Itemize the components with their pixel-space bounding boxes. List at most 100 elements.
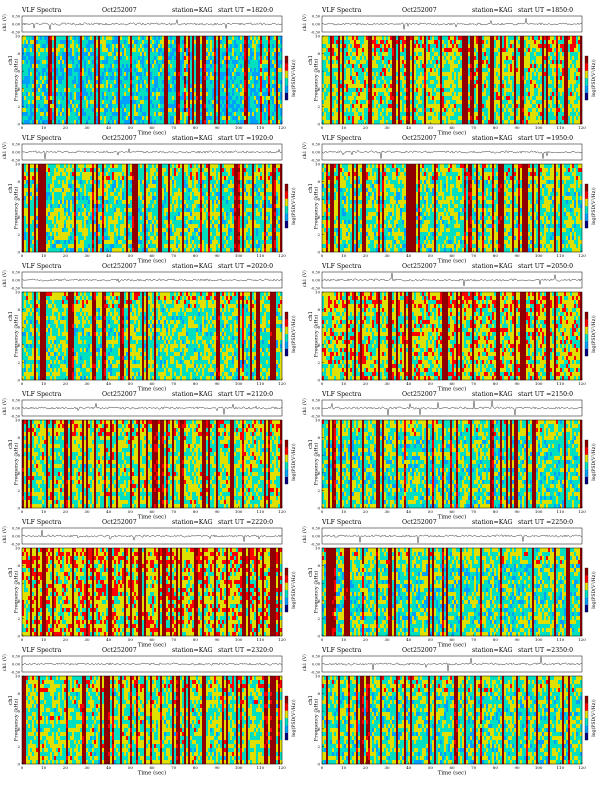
spectrogram-cell (128, 92, 131, 97)
spectrogram-cell (256, 40, 259, 45)
spectrogram-cell (72, 104, 75, 109)
spectrogram-cell (374, 76, 377, 81)
spectrogram-cell (450, 36, 453, 41)
spectrogram-cell (154, 100, 157, 105)
spectrogram-cell (240, 68, 243, 73)
spectrogram-cell (498, 88, 501, 93)
spectrogram-cell (380, 68, 383, 73)
spectrogram-cell (200, 116, 203, 121)
spectrogram-cell (98, 72, 101, 77)
spectrogram-cell (208, 84, 211, 89)
spectrogram-cell (376, 104, 379, 109)
spectrogram-cell (152, 104, 155, 109)
spectrogram-cell (118, 76, 121, 81)
spectrogram-cell (348, 108, 351, 113)
spectrogram-cell (140, 48, 143, 53)
spectrogram-cell (466, 100, 469, 105)
spectrogram-cell (430, 84, 433, 89)
spectrogram-cell (368, 120, 371, 125)
spectrogram-cell (156, 104, 159, 109)
spectrogram-cell (448, 64, 451, 69)
spectrogram-cell (120, 120, 123, 125)
spectrogram-cell (172, 64, 175, 69)
spectrogram-cell (192, 56, 195, 61)
spectrogram-cell (44, 84, 47, 89)
spectrogram-cell (508, 36, 511, 41)
spectrogram-cell (506, 116, 509, 121)
spectrogram-cell (148, 64, 151, 69)
spectrogram-cell (326, 48, 329, 53)
spectrogram-cell (334, 44, 337, 49)
spectrogram-cell (270, 40, 273, 45)
spectrogram-cell (338, 56, 341, 61)
spectrogram-cell (488, 104, 491, 109)
spectrogram-cell (280, 92, 283, 97)
spectrogram-cell (140, 96, 143, 101)
spectrogram-cell (52, 48, 55, 53)
spectrogram-cell (460, 60, 463, 65)
spectrogram-cell (118, 36, 121, 41)
spectrogram-cell (94, 56, 97, 61)
spectrogram-cell (424, 44, 427, 49)
spectrogram-cell (400, 56, 403, 61)
spectrogram-cell (374, 64, 377, 69)
spectrogram-cell (350, 100, 353, 105)
spectrogram-cell (372, 44, 375, 49)
spectrogram-cell (172, 56, 175, 61)
spectrogram-cell (482, 72, 485, 77)
spectrogram-cell (478, 68, 481, 73)
spectrogram-cell (438, 44, 441, 49)
spectrogram-cell (354, 88, 357, 93)
spectrogram-cell (212, 72, 215, 77)
spectrogram-cell (426, 104, 429, 109)
spectrogram-cell (382, 36, 385, 41)
spectrogram-cell (40, 120, 43, 125)
spectrogram-cell (468, 120, 471, 125)
spectrogram-cell (442, 116, 445, 121)
spectrogram-cell (124, 52, 127, 57)
spectrogram-cell (138, 96, 141, 101)
spectrogram-cell (102, 120, 105, 125)
spectrogram-cell (52, 84, 55, 89)
spectrogram-cell (338, 64, 341, 69)
spectrogram-cell (88, 96, 91, 101)
spectrogram-cell (270, 48, 273, 53)
spectrogram-cell (88, 112, 91, 117)
spectrogram-cell (412, 84, 415, 89)
spectrogram-cell (388, 84, 391, 89)
spectrogram-cell (130, 72, 133, 77)
spectrogram-cell (178, 112, 181, 117)
spectrogram-cell (58, 100, 61, 105)
spectrogram-cell (388, 68, 391, 73)
spectrogram-cell (494, 64, 497, 69)
spectrogram-cell (162, 72, 165, 77)
spectrogram-cell (338, 96, 341, 101)
spectrogram-cell (376, 72, 379, 77)
spectrogram-cell (204, 108, 207, 113)
spectrogram-cell (354, 116, 357, 121)
spectrogram-cell (198, 60, 201, 65)
spectrogram-cell (116, 40, 119, 45)
spectrogram-cell (358, 60, 361, 65)
spectrogram-cell (180, 56, 183, 61)
spectrogram-cell (438, 36, 441, 41)
spectrogram-cell (130, 48, 133, 53)
spectrogram-cell (142, 84, 145, 89)
spectrogram-cell (402, 36, 405, 41)
spectrogram-cell (252, 48, 255, 53)
spectrogram-cell (410, 96, 413, 101)
spectrogram-cell (262, 104, 265, 109)
spectrogram-cell (224, 48, 227, 53)
spectrogram-cell (394, 96, 397, 101)
spectrogram-cell (444, 44, 447, 49)
spectrogram-cell (128, 40, 131, 45)
spectrogram-cell (472, 120, 475, 125)
spectrogram-cell (92, 52, 95, 57)
spectrogram-cell (342, 56, 345, 61)
spectrogram-cell (402, 48, 405, 53)
spectrogram-cell (26, 60, 29, 65)
spectrogram-cell (72, 84, 75, 89)
spectrogram-cell (194, 104, 197, 109)
spectrogram-cell (366, 112, 369, 117)
spectrogram-cell (394, 84, 397, 89)
